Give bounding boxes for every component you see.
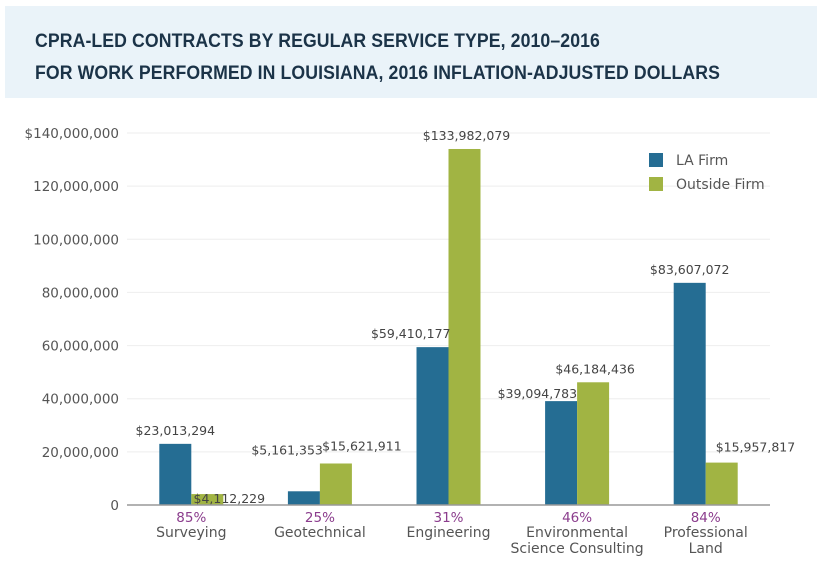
data-labels: $23,013,294 $4,112,229 $5,161,353 $15,621,9… (136, 128, 796, 506)
bar-outside-firm (448, 148, 481, 505)
category-percent-label: 46% (562, 510, 592, 526)
data-label-outside-firm: $4,112,229 (194, 491, 266, 506)
category-percent-label: 84% (691, 510, 721, 526)
x-axis: 85%Surveying 25%Geotechnical 31%Engineerin… (127, 504, 770, 557)
bar-la-firm (287, 491, 320, 505)
legend: LA Firm Outside Firm (649, 153, 765, 193)
y-axis: 0 20,000,000 40,000,000 60,000,000 80,000,00… (25, 126, 119, 514)
data-label-outside-firm: $46,184,436 (555, 361, 635, 376)
category-label: Land (689, 541, 723, 557)
data-label-outside-firm: $15,957,817 (716, 440, 796, 455)
bar-outside-firm (577, 382, 610, 505)
bar-outside-firm (705, 462, 738, 505)
bars (159, 148, 738, 505)
chart-header: CPRA-LED CONTRACTS BY REGULAR SERVICE TY… (5, 6, 817, 98)
category-percent-label: 25% (305, 510, 335, 526)
y-tick-label: 120,000,000 (33, 179, 119, 195)
category-label: Science Consulting (511, 541, 644, 557)
legend-label: LA Firm (676, 153, 728, 169)
data-label-la-firm: $39,094,783 (498, 386, 578, 401)
y-tick-label: 100,000,000 (33, 232, 119, 248)
data-label-outside-firm: $15,621,911 (322, 438, 402, 453)
bar-la-firm (545, 401, 578, 505)
legend-swatch-outside-firm (649, 177, 663, 191)
category-label: Geotechnical (274, 525, 366, 541)
category-label: Surveying (156, 525, 226, 541)
bar-la-firm (416, 347, 449, 505)
y-tick-label: 20,000,000 (42, 445, 119, 461)
category-label: Professional (664, 525, 748, 541)
data-label-la-firm: $23,013,294 (136, 423, 216, 438)
data-label-outside-firm: $133,982,079 (423, 128, 511, 143)
y-tick-label: 80,000,000 (42, 285, 119, 301)
category-label: Engineering (407, 525, 491, 541)
legend-swatch-la-firm (649, 153, 663, 167)
data-label-la-firm: $59,410,177 (371, 326, 451, 341)
data-label-la-firm: $5,161,353 (251, 442, 323, 457)
category-percent-label: 31% (433, 510, 463, 526)
bar-la-firm (159, 443, 192, 505)
bar-outside-firm (191, 494, 224, 505)
chart-title-line-2: FOR WORK PERFORMED IN LOUISIANA, 2016 IN… (35, 63, 720, 84)
y-tick-label: $140,000,000 (25, 126, 119, 142)
chart-title-line-1: CPRA-LED CONTRACTS BY REGULAR SERVICE TY… (35, 31, 600, 52)
y-tick-label: 60,000,000 (42, 339, 119, 355)
y-tick-label: 40,000,000 (42, 392, 119, 408)
y-tick-label: 0 (110, 498, 119, 514)
legend-label: Outside Firm (676, 177, 765, 193)
bar-outside-firm (319, 463, 352, 505)
bar-la-firm (673, 282, 706, 505)
category-percent-label: 85% (176, 510, 206, 526)
data-label-la-firm: $83,607,072 (650, 262, 730, 277)
category-label: Environmental (526, 525, 628, 541)
